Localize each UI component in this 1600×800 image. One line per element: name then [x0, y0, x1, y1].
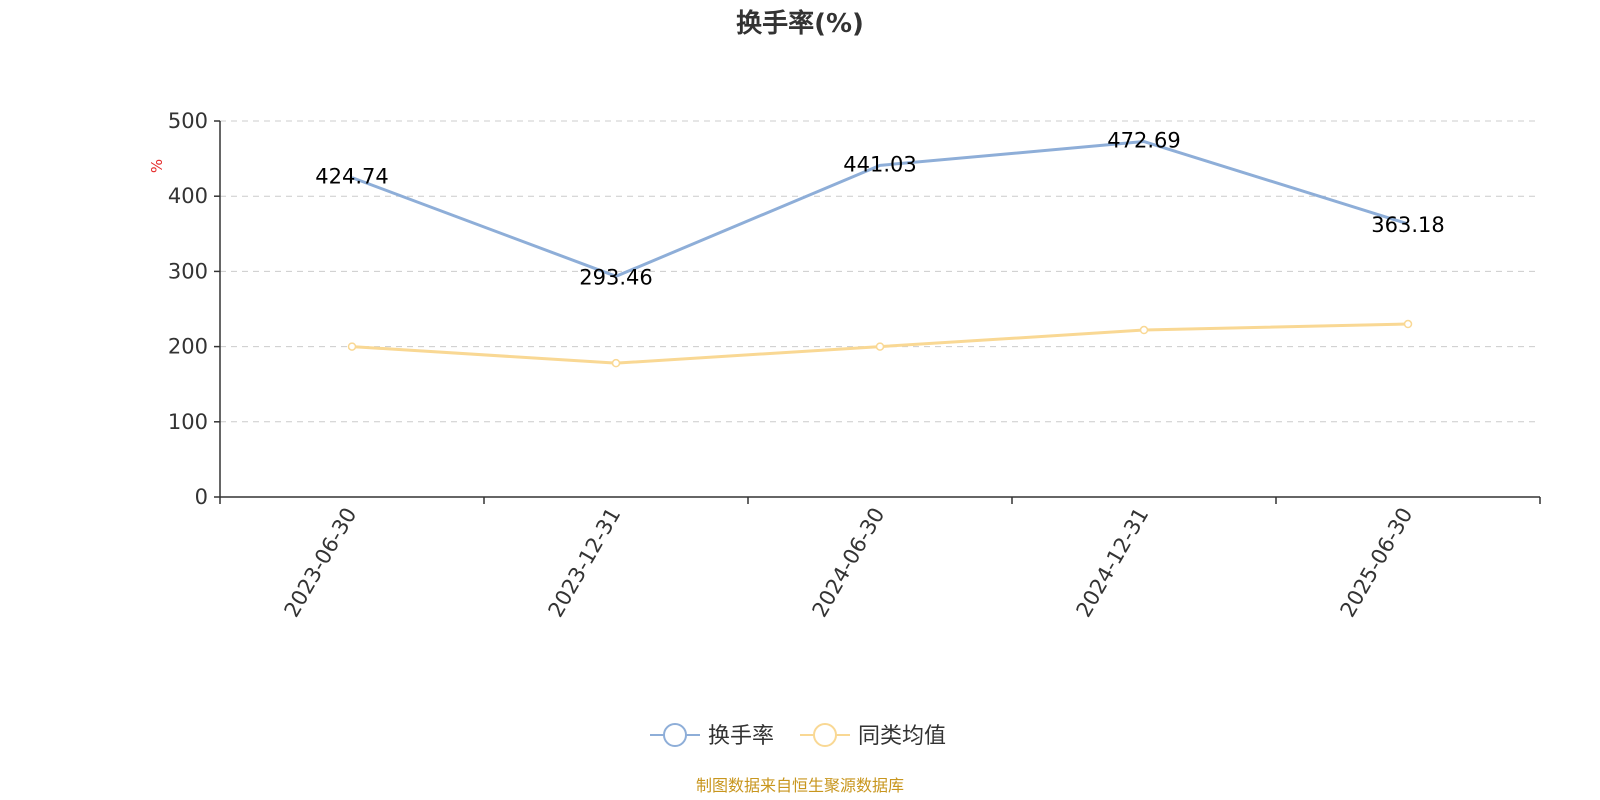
data-label: 441.03 [843, 152, 916, 176]
data-label: 472.69 [1107, 129, 1180, 153]
data-labels: 424.74 293.46 441.03 472.69 363.18 [315, 129, 1444, 290]
y-tick-label: 500 [168, 109, 208, 133]
legend-label: 同类均值 [858, 724, 946, 749]
y-tick-label: 200 [168, 335, 208, 359]
series-point[interactable] [611, 358, 621, 368]
legend-item-0[interactable]: 换手率 [650, 723, 774, 749]
y-tick-label: 100 [168, 410, 208, 434]
y-axis-unit-label: % [148, 159, 166, 173]
data-label: 363.18 [1371, 213, 1444, 237]
legend-marker-icon [663, 723, 687, 747]
y-tick-label: 400 [168, 184, 208, 208]
data-label: 424.74 [315, 165, 388, 189]
series-point[interactable] [347, 342, 357, 351]
series-line-0 [351, 140, 1409, 278]
series-point[interactable] [1403, 319, 1413, 329]
data-source-note: 制图数据来自恒生聚源数据库 [696, 776, 904, 795]
series-point[interactable] [1139, 325, 1149, 335]
chart-title: 换手率(%) [736, 8, 864, 39]
legend-item-1[interactable]: 同类均值 [800, 723, 946, 749]
x-tick-label: 2023-06-30 [280, 504, 362, 622]
y-tick-label: 0 [195, 485, 208, 509]
legend-label: 换手率 [708, 724, 774, 749]
x-tick-label: 2023-12-31 [544, 504, 626, 622]
x-tick-label: 2024-12-31 [1072, 504, 1154, 622]
legend[interactable]: 换手率 同类均值 [650, 723, 946, 749]
data-label: 293.46 [579, 265, 652, 289]
y-tick-label: 300 [168, 259, 208, 283]
series-lines [347, 140, 1413, 368]
x-tick-label: 2025-06-30 [1336, 504, 1418, 622]
series-point[interactable] [875, 342, 885, 351]
x-tick-label: 2024-06-30 [808, 504, 890, 622]
legend-marker-icon [813, 723, 837, 747]
